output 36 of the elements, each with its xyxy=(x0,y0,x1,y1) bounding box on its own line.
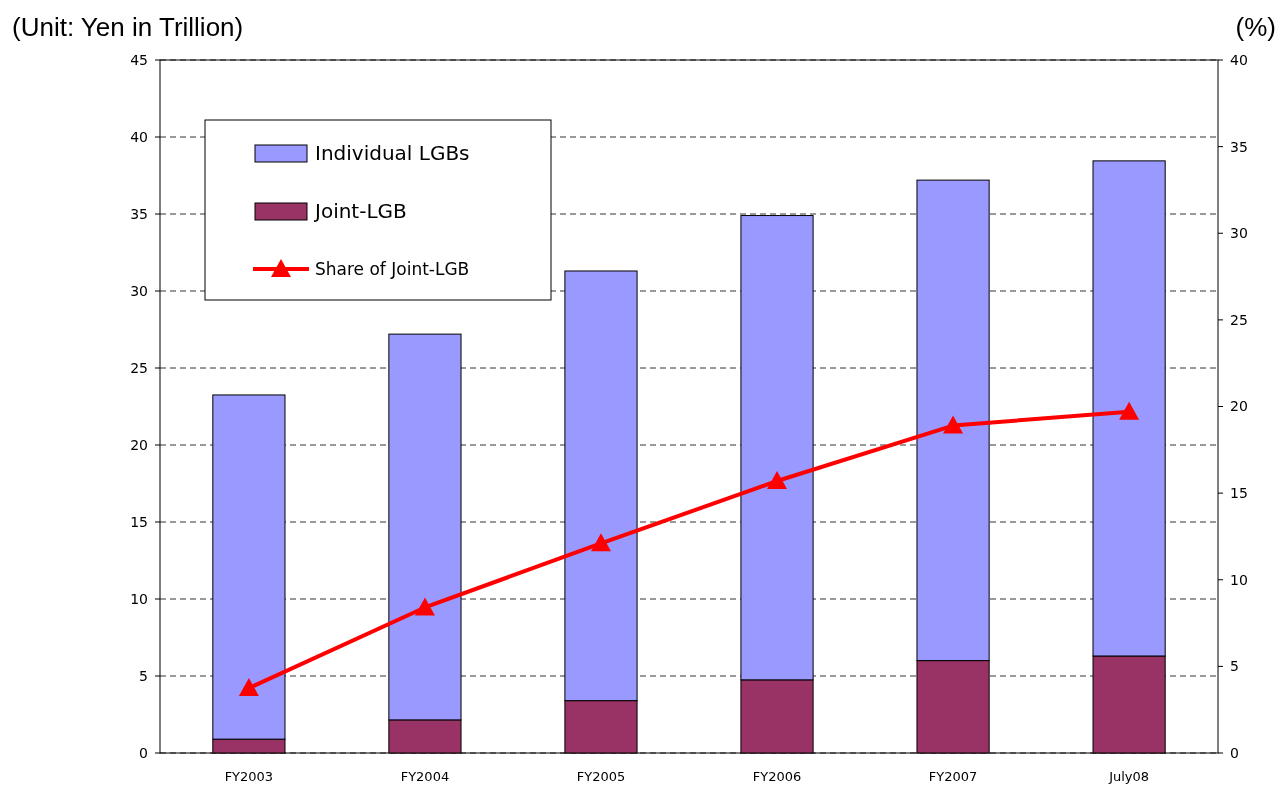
y-tick-label: 0 xyxy=(139,744,148,761)
y-tick-label: 30 xyxy=(130,282,148,299)
y-tick-label: 20 xyxy=(130,436,148,453)
y-tick-label: 15 xyxy=(130,513,148,530)
y-axis-title: (Unit: Yen in Trillion) xyxy=(12,12,244,42)
point xyxy=(767,471,788,489)
y-tick-label: 5 xyxy=(139,667,148,684)
x-tick-label: FY2003 xyxy=(224,769,274,784)
x-tick-label: FY2004 xyxy=(400,769,450,784)
y2-tick-label: 15 xyxy=(1230,485,1248,502)
x-tick-label: FY2006 xyxy=(752,769,802,784)
x-tick-label: FY2007 xyxy=(928,769,978,784)
x-tick-label: July08 xyxy=(1108,769,1150,784)
y2-tick-label: 5 xyxy=(1230,658,1239,675)
y2-tick-label: 0 xyxy=(1230,744,1239,761)
y2-axis-title: (%) xyxy=(1235,12,1276,42)
y-tick-label: 45 xyxy=(130,51,148,68)
point xyxy=(1119,401,1140,420)
point xyxy=(414,597,435,616)
x-tick-label: FY2005 xyxy=(576,769,626,784)
point xyxy=(590,533,611,552)
y2-tick-label: 40 xyxy=(1230,51,1248,68)
legend-label: Joint-LGB xyxy=(313,199,407,223)
y-tick-label: 10 xyxy=(130,590,148,607)
legend-label: Individual LGBs xyxy=(315,141,470,165)
y2-tick-label: 30 xyxy=(1230,225,1248,242)
y2-tick-label: 20 xyxy=(1230,398,1248,415)
y-tick-label: 35 xyxy=(130,205,148,222)
y2-tick-label: 25 xyxy=(1230,311,1248,328)
point xyxy=(238,678,259,697)
y2-tick-label: 10 xyxy=(1230,571,1248,588)
y2-tick-label: 35 xyxy=(1230,138,1248,155)
y-tick-label: 40 xyxy=(130,128,148,145)
point xyxy=(943,415,964,434)
y-tick-label: 25 xyxy=(130,359,148,376)
legend-label: Share of Joint-LGB xyxy=(315,258,470,279)
